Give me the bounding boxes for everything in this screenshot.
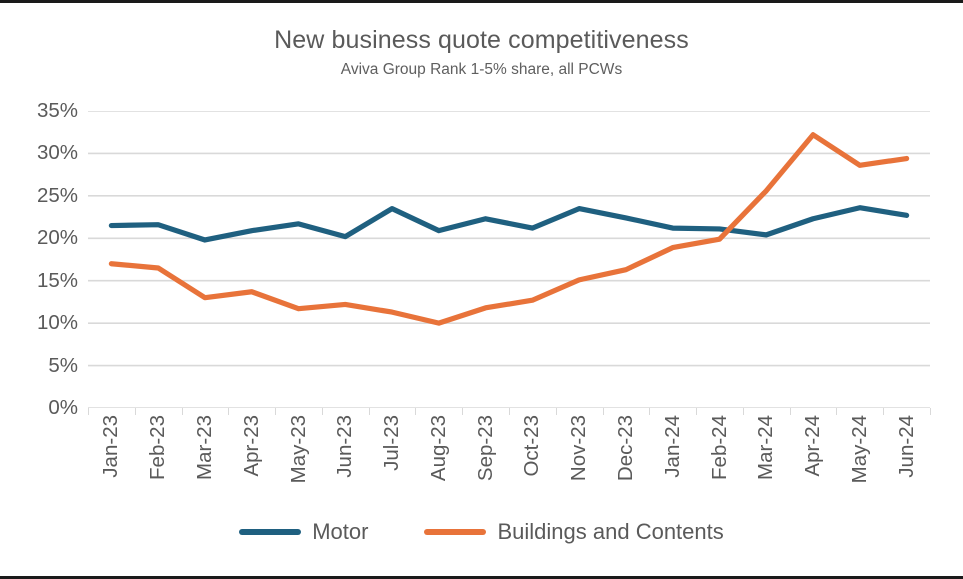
chart-subtitle: Aviva Group Rank 1-5% share, all PCWs	[340, 61, 623, 78]
legend-item-label: Buildings and Contents	[497, 519, 724, 544]
line-chart-svg	[88, 111, 930, 408]
y-axis-tick-label: 20%	[36, 226, 78, 250]
y-axis-tick-label: 35%	[36, 98, 78, 122]
x-axis-tick-label: Jul-23	[379, 415, 403, 471]
x-axis-tick-mark	[275, 408, 277, 415]
y-axis-tick-label: 0%	[48, 395, 78, 419]
x-axis-tick-mark	[836, 408, 838, 415]
x-axis-tick-label: Oct-23	[520, 415, 544, 477]
x-axis-tick-label: Apr-23	[239, 415, 263, 477]
x-axis-tick-label: Sep-23	[473, 415, 497, 482]
x-axis-tick-label: Nov-23	[566, 415, 590, 482]
x-axis-tick-label: Feb-23	[145, 415, 169, 480]
x-axis-tick-label: Jan-23	[99, 415, 123, 478]
chart-legend: Motor Buildings and Contents	[0, 521, 963, 543]
x-axis-tick-label: Mar-24	[754, 415, 778, 480]
x-axis-tick-mark	[555, 408, 557, 415]
legend-item-label: Motor	[312, 519, 369, 544]
x-axis-tick-label: May-23	[286, 415, 310, 484]
x-axis-tick-mark	[742, 408, 744, 415]
x-axis-tick-mark	[883, 408, 885, 415]
x-axis-tick-label: Feb-24	[707, 415, 731, 480]
x-axis-tick-label: Jun-24	[894, 415, 918, 478]
y-axis-tick-label: 5%	[48, 353, 78, 377]
x-axis-tick-label: Mar-23	[192, 415, 216, 480]
x-axis-tick-mark	[696, 408, 698, 415]
legend-item-motor[interactable]: Motor	[239, 521, 368, 543]
x-axis-tick-mark	[415, 408, 417, 415]
y-axis-tick-label: 30%	[36, 141, 78, 165]
legend-swatch-icon	[239, 529, 302, 535]
x-axis-tick-label: Jun-23	[333, 415, 357, 478]
series-line-motor	[108, 205, 910, 243]
x-axis-tick-mark	[88, 408, 89, 415]
x-axis-tick-mark	[181, 408, 183, 415]
x-axis-tick-mark	[789, 408, 791, 415]
x-axis-tick-mark	[649, 408, 651, 415]
series-line-buildings-and-contents	[108, 132, 910, 326]
x-axis-tick-label: Aug-23	[426, 415, 450, 482]
legend-item-buildings-and-contents[interactable]: Buildings and Contents	[424, 519, 724, 544]
y-axis-tick-label: 10%	[36, 310, 78, 334]
plot-area	[88, 111, 930, 408]
x-axis-tick-mark	[368, 408, 370, 415]
chart-title-block: New business quote competitiveness Aviva…	[0, 25, 963, 81]
x-axis-tick-mark	[228, 408, 230, 415]
y-axis-tick-label: 25%	[36, 183, 78, 207]
x-axis-tick-mark	[462, 408, 464, 415]
x-axis-tick-label: Dec-23	[613, 415, 637, 482]
x-axis-tick-mark	[321, 408, 323, 415]
x-axis-tick-label: May-24	[847, 415, 871, 484]
x-axis-tick-mark	[509, 408, 510, 415]
y-axis-tick-label: 15%	[36, 268, 78, 292]
x-axis-tick-mark	[602, 408, 604, 415]
x-axis-tick-mark	[930, 408, 931, 415]
x-axis-tick-label: Jan-24	[660, 415, 684, 478]
legend-swatch-icon	[424, 529, 487, 535]
page-title: New business quote competitiveness	[274, 26, 689, 54]
x-axis-tick-mark	[134, 408, 136, 415]
x-axis-tick-label: Apr-24	[800, 415, 824, 477]
